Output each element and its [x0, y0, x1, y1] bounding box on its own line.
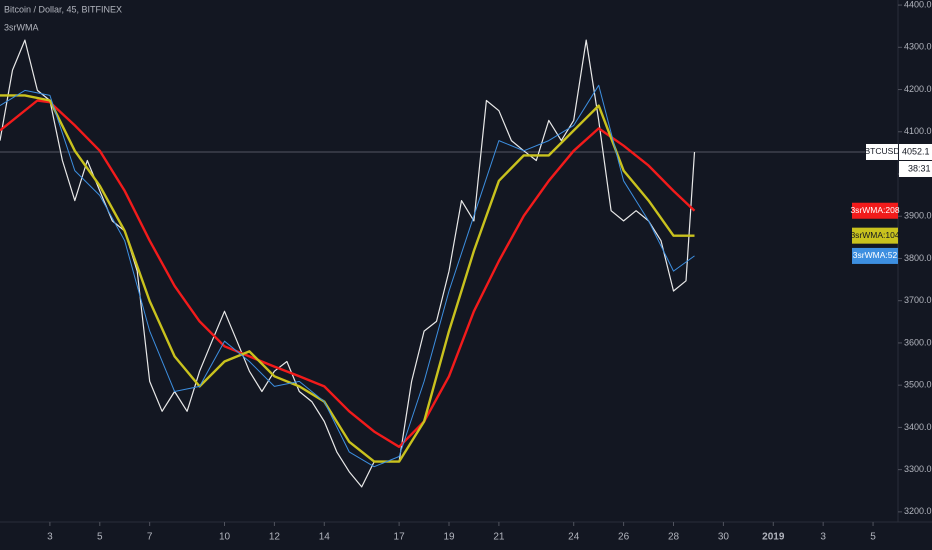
y-tick-label: 3900.0: [904, 211, 932, 221]
x-tick-label: 14: [319, 532, 331, 543]
y-tick-label: 3300.0: [904, 464, 932, 474]
series-line: [0, 99, 696, 448]
legend-entry: BTCUSD: [865, 146, 900, 156]
x-tick-label: 30: [718, 532, 730, 543]
y-tick-label: 4100.0: [904, 126, 932, 136]
symbol-box: [866, 143, 898, 160]
last-price-label: 4052.1: [902, 146, 930, 156]
series-line: [0, 39, 696, 488]
x-tick-label: 10: [219, 532, 231, 543]
x-tick-label: 3: [820, 532, 826, 543]
series-line: [0, 94, 695, 463]
y-tick-label: 4300.0: [904, 42, 932, 52]
x-tick-label: 7: [147, 532, 153, 543]
x-tick-label: 17: [394, 532, 406, 543]
y-tick-label: 3200.0: [904, 506, 932, 516]
x-tick-label: 21: [493, 532, 505, 543]
x-tick-label: 5: [870, 532, 876, 543]
series-line: [0, 84, 695, 468]
indicator-title: 3srWMA: [4, 22, 39, 32]
legend-entry: 3srWMA:104: [850, 230, 899, 240]
y-tick-label: 4200.0: [904, 84, 932, 94]
x-tick-label: 24: [568, 532, 580, 543]
y-tick-label: 3600.0: [904, 337, 932, 347]
legend-box: [852, 247, 898, 264]
x-tick-label: 26: [618, 532, 630, 543]
chart-title: Bitcoin / Dollar, 45, BITFINEX: [4, 4, 122, 14]
last-price-box: [899, 143, 932, 160]
x-tick-label: 3: [47, 532, 53, 543]
legend-box: [852, 227, 898, 244]
y-tick-label: 3700.0: [904, 295, 932, 305]
x-tick-label: 2019: [762, 532, 785, 543]
y-tick-label: 3500.0: [904, 380, 932, 390]
legend-entry: 3srWMA:52: [853, 250, 898, 260]
x-tick-label: 28: [668, 532, 680, 543]
y-tick-label: 4400.0: [904, 0, 932, 9]
y-tick-label: 3400.0: [904, 422, 932, 432]
legend-entry: 3srWMA:208: [850, 205, 899, 215]
countdown-box: [899, 160, 932, 177]
y-tick-label: 3800.0: [904, 253, 932, 263]
x-tick-label: 12: [269, 532, 281, 543]
x-tick-label: 5: [97, 532, 103, 543]
legend-box: [852, 202, 898, 219]
x-tick-label: 19: [443, 532, 455, 543]
countdown-label: 38:31: [908, 163, 931, 173]
